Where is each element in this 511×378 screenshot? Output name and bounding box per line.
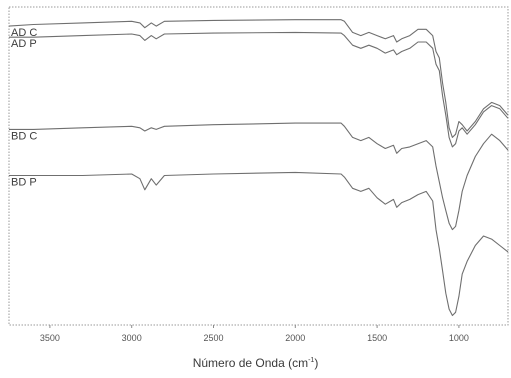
x-tick-label-2500: 2500 [203, 333, 223, 343]
plot-frame [8, 6, 509, 326]
series-label-layer: AD CAD P BD C BD P [11, 27, 37, 188]
series-line-bd-c [9, 122, 509, 231]
series-label-ad-c: AD C [11, 27, 37, 39]
series-line-bd-p [9, 171, 509, 317]
series-label-bd-c: BD C [11, 130, 37, 142]
x-axis-title-superscript: -1 [308, 357, 315, 364]
series-label-bd-p: BD P [11, 177, 37, 189]
x-axis-title-text: Número de Onda (cm [192, 356, 309, 370]
x-tick-label-2000: 2000 [285, 333, 305, 343]
x-tick-label-1500: 1500 [367, 333, 387, 343]
series-line-ad-p [9, 31, 509, 148]
series-line-ad-c [8, 19, 509, 138]
x-axis-title: Número de Onda (cm-1) [0, 356, 511, 370]
x-axis-title-suffix: ) [314, 356, 319, 370]
series-layer [8, 19, 509, 317]
x-tick-label-1000: 1000 [449, 333, 469, 343]
series-label-ad-p: AD P [11, 38, 37, 50]
x-tick-label-3000: 3000 [122, 333, 142, 343]
x-axis: 3500 3000 2500 2000 1500 1000 [40, 325, 469, 343]
x-tick-label-3500: 3500 [40, 333, 60, 343]
